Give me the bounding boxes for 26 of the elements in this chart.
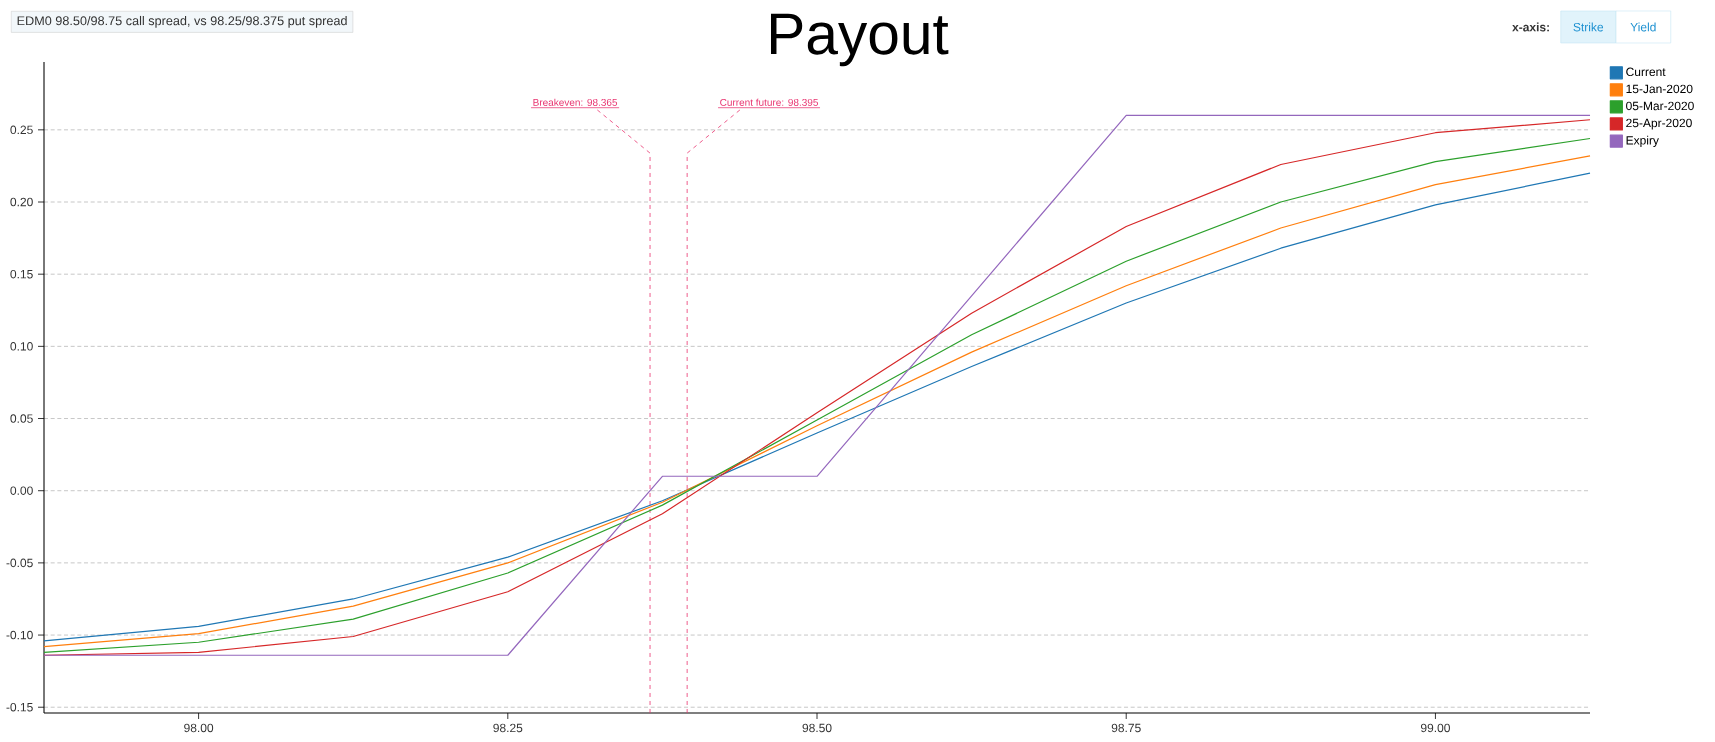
text: Yield <box>1630 22 1656 32</box>
legend-label: 25-Apr-2020 <box>1626 118 1692 130</box>
y-tick-label: -0.15 <box>6 702 33 712</box>
x-tick-label: 98.50 <box>802 723 832 733</box>
ref-line-label: Breakeven: 98.365 <box>533 98 618 106</box>
x-tick-label: 98.75 <box>1111 723 1141 733</box>
y-tick-label: 0.00 <box>10 486 33 495</box>
y-tick-label: 0.25 <box>10 125 33 135</box>
legend-label: 05-Mar-2020 <box>1626 101 1694 111</box>
legend-label: Current <box>1626 67 1666 77</box>
text: Strike <box>1573 22 1604 32</box>
legend-label: 15-Jan-2020 <box>1626 84 1693 94</box>
y-tick-label: 0.05 <box>10 414 33 423</box>
y-tick-label: -0.05 <box>6 558 33 568</box>
y-tick-label: 0.15 <box>10 269 33 279</box>
chart-subtitle: EDM0 98.50/98.75 call spread, vs 98.25/98.375 put spread <box>17 15 347 28</box>
text: x-axis: <box>1512 22 1549 32</box>
x-tick-label: 99.00 <box>1420 723 1450 733</box>
x-tick-label: 98.25 <box>493 723 523 733</box>
x-tick-label: 98.00 <box>184 723 214 733</box>
ref-line-label: Current future: 98.395 <box>720 98 818 106</box>
legend-label: Expiry <box>1626 135 1659 147</box>
chart-title: Payout <box>770 13 949 67</box>
y-tick-label: 0.10 <box>10 342 33 351</box>
y-tick-label: 0.20 <box>10 197 33 207</box>
y-tick-label: -0.10 <box>6 630 33 640</box>
